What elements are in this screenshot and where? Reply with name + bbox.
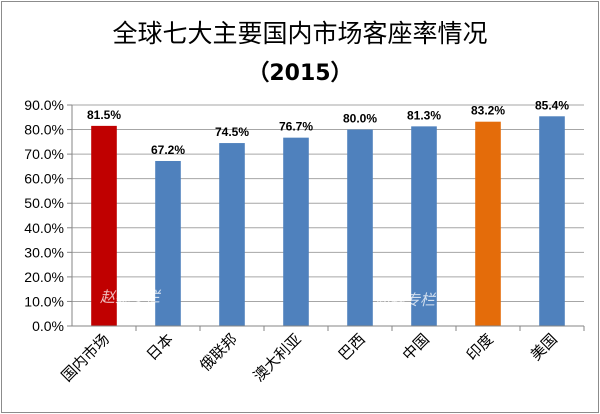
- bar: [411, 126, 437, 326]
- x-axis-ticks: 国内市场 日本 俄联邦 澳大利亚 巴西 中国 印度 美国: [58, 330, 561, 385]
- x-tick-label: 巴西: [335, 330, 369, 364]
- y-tick-label: 60.0%: [24, 171, 64, 187]
- chart-subtitle: （2015）: [247, 61, 352, 86]
- bar: [475, 121, 501, 326]
- y-tick-label: 50.0%: [24, 195, 64, 211]
- y-tick-label: 20.0%: [24, 269, 64, 285]
- data-label: 67.2%: [151, 143, 185, 157]
- data-labels: 81.5% 67.2% 74.5% 76.7% 80.0% 81.3% 83.2% 85.4%: [87, 98, 569, 157]
- x-tick-label: 印度: [463, 330, 497, 364]
- axes: [67, 104, 585, 331]
- bar: [347, 129, 373, 326]
- bar: [219, 143, 245, 326]
- y-tick-label: 30.0%: [24, 244, 64, 260]
- data-label: 74.5%: [215, 125, 249, 139]
- chart-title: 全球七大主要国内市场客座率情况: [112, 19, 487, 48]
- data-label: 81.3%: [407, 108, 441, 122]
- bar: [539, 116, 565, 326]
- y-tick-label: 0.0%: [32, 318, 64, 334]
- bar: [91, 125, 117, 326]
- bar: [283, 137, 309, 326]
- gridlines: [72, 104, 584, 302]
- data-label: 81.5%: [87, 108, 121, 122]
- y-tick-label: 10.0%: [24, 293, 64, 309]
- data-label: 85.4%: [535, 98, 569, 112]
- watermark-text: 赵巍专栏: [375, 291, 437, 309]
- y-axis-ticks: 0.0% 10.0% 20.0% 30.0% 40.0% 50.0% 60.0% 70.0% 8…: [24, 97, 64, 334]
- x-tick-label: 澳大利亚: [250, 330, 305, 385]
- x-tick-label: 日本: [143, 330, 177, 364]
- y-tick-label: 80.0%: [24, 122, 64, 138]
- x-tick-label: 美国: [527, 330, 561, 364]
- x-tick-label: 俄联邦: [196, 330, 241, 375]
- y-tick-label: 40.0%: [24, 220, 64, 236]
- data-label: 83.2%: [471, 104, 505, 118]
- bar: [155, 160, 181, 326]
- watermark-text: 赵巍专栏: [100, 288, 162, 306]
- y-tick-label: 70.0%: [24, 146, 64, 162]
- y-tick-label: 90.0%: [24, 97, 64, 113]
- watermarks: 赵巍专栏 赵巍专栏: [100, 288, 437, 309]
- data-label: 80.0%: [343, 112, 377, 126]
- bars: [91, 116, 565, 326]
- x-tick-label: 中国: [399, 330, 433, 364]
- data-label: 76.7%: [279, 120, 313, 134]
- x-tick-label: 国内市场: [58, 330, 113, 385]
